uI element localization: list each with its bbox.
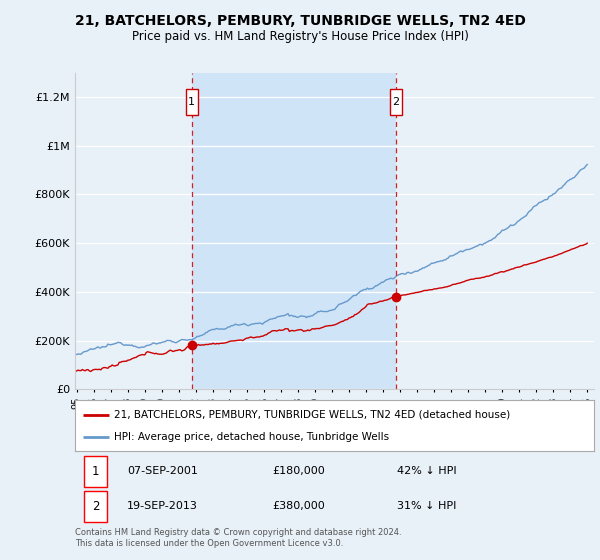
Text: 42% ↓ HPI: 42% ↓ HPI [397,466,457,476]
Text: Contains HM Land Registry data © Crown copyright and database right 2024.: Contains HM Land Registry data © Crown c… [75,528,401,536]
Text: Price paid vs. HM Land Registry's House Price Index (HPI): Price paid vs. HM Land Registry's House … [131,30,469,43]
Text: 2: 2 [92,500,100,512]
Text: 21, BATCHELORS, PEMBURY, TUNBRIDGE WELLS, TN2 4ED: 21, BATCHELORS, PEMBURY, TUNBRIDGE WELLS… [74,14,526,28]
Text: 07-SEP-2001: 07-SEP-2001 [127,466,198,476]
Text: £380,000: £380,000 [272,501,325,511]
Text: This data is licensed under the Open Government Licence v3.0.: This data is licensed under the Open Gov… [75,539,343,548]
FancyBboxPatch shape [85,456,107,487]
FancyBboxPatch shape [85,491,107,521]
Text: 2: 2 [392,97,400,107]
Text: 21, BATCHELORS, PEMBURY, TUNBRIDGE WELLS, TN2 4ED (detached house): 21, BATCHELORS, PEMBURY, TUNBRIDGE WELLS… [114,409,510,419]
FancyBboxPatch shape [390,88,402,115]
Text: £180,000: £180,000 [272,466,325,476]
Text: 31% ↓ HPI: 31% ↓ HPI [397,501,456,511]
Text: 1: 1 [92,465,100,478]
FancyBboxPatch shape [185,88,197,115]
Bar [191,73,396,389]
Text: 19-SEP-2013: 19-SEP-2013 [127,501,198,511]
Text: HPI: Average price, detached house, Tunbridge Wells: HPI: Average price, detached house, Tunb… [114,432,389,442]
Text: 1: 1 [188,97,195,107]
